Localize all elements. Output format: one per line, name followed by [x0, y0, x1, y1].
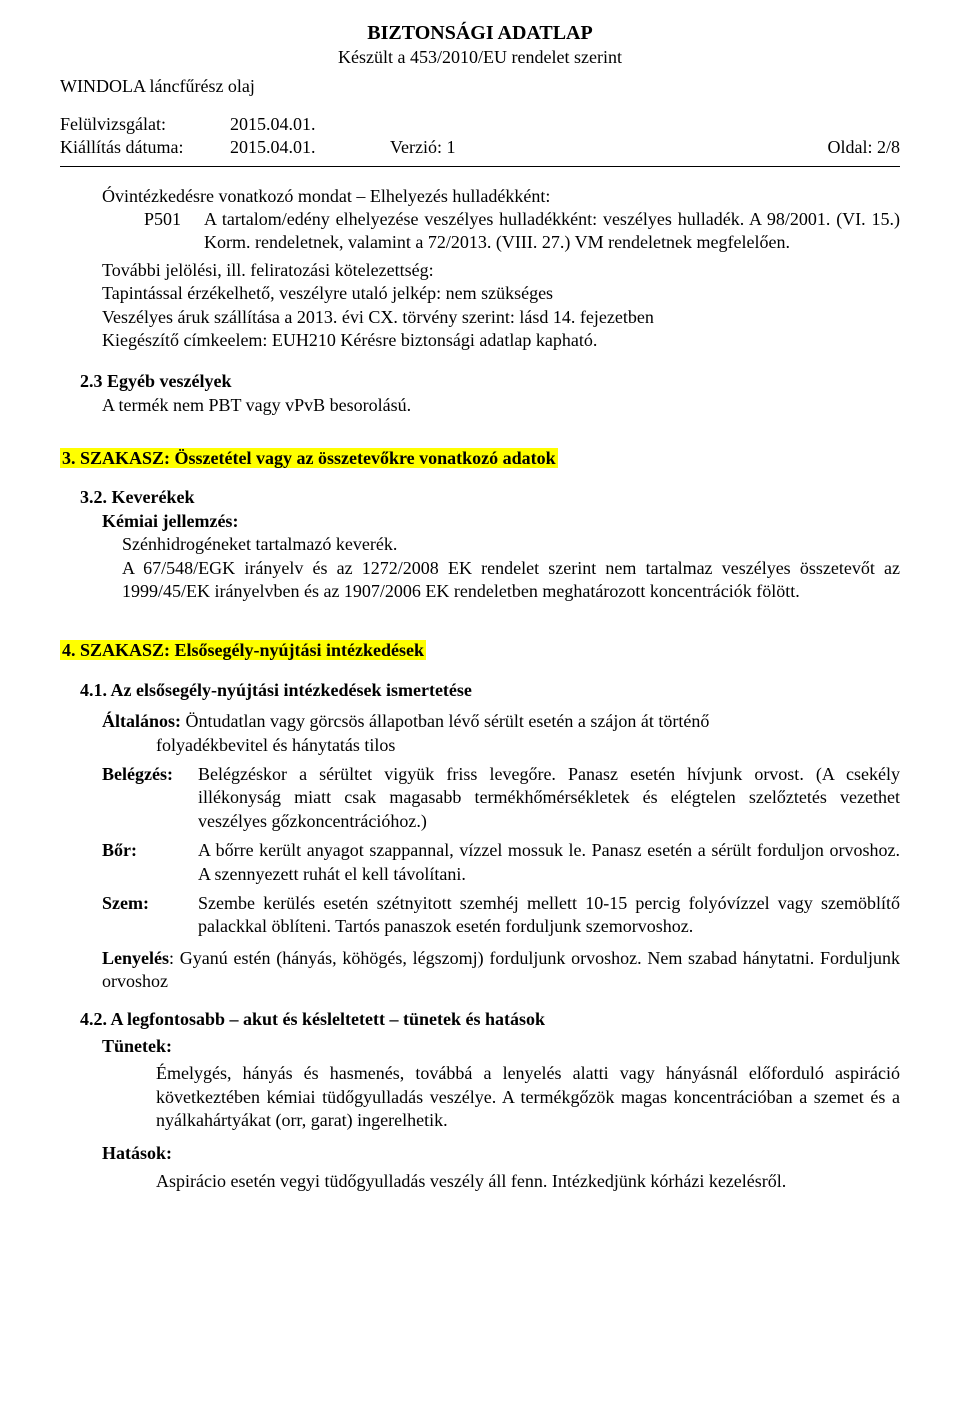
p501-text: A tartalom/edény elhelyezése veszélyes h…: [204, 208, 900, 255]
inhale-label: Belégzés:: [102, 763, 198, 833]
product-name: WINDOLA láncfűrész olaj: [60, 75, 900, 98]
meta-block: Felülvizsgálat: 2015.04.01. Kiállítás dá…: [60, 113, 900, 160]
inhale-text: Belégzéskor a sérültet vigyük friss leve…: [198, 763, 900, 833]
chem-label: Kémiai jellemzés:: [102, 510, 900, 533]
page-number: Oldal: 2/8: [828, 136, 901, 159]
sec-4-1-heading: 4.1. Az elsősegély-nyújtási intézkedések…: [80, 679, 900, 702]
chem-1: Szénhidrogéneket tartalmazó keverék.: [122, 533, 900, 556]
p501-code: P501: [144, 208, 204, 255]
sec-4-2-heading: 4.2. A legfontosabb – akut és késleltete…: [80, 1008, 900, 1031]
issue-label: Kiállítás dátuma:: [60, 136, 230, 159]
sec-3-heading: 3. SZAKASZ: Összetétel vagy az összetevő…: [60, 448, 558, 468]
effects-label: Hatások:: [102, 1142, 900, 1165]
review-date: 2015.04.01.: [230, 113, 390, 136]
version: Verzió: 1: [390, 136, 640, 159]
review-label: Felülvizsgálat:: [60, 113, 230, 136]
effects-text: Aspirácio esetén vegyi tüdőgyulladás ves…: [156, 1170, 900, 1193]
header-rule: [60, 166, 900, 167]
symptoms-label: Tünetek:: [102, 1035, 900, 1058]
general-text-cont: folyadékbevitel és hánytatás tilos: [156, 734, 900, 757]
further-label: További jelölési, ill. feliratozási köte…: [102, 259, 900, 282]
general-label: Általános:: [102, 711, 181, 731]
swallow-text: : Gyanú estén (hányás, köhögés, légszomj…: [102, 948, 900, 991]
sec-2-3-text: A termék nem PBT vagy vPvB besorolású.: [102, 394, 900, 417]
chem-2: A 67/548/EGK irányelv és az 1272/2008 EK…: [122, 557, 900, 604]
eye-text: Szembe kerülés esetén szétnyitott szemhé…: [198, 892, 900, 939]
skin-text: A bőrre került anyagot szappannal, vízze…: [198, 839, 900, 886]
sec-4-heading: 4. SZAKASZ: Elsősegély-nyújtási intézked…: [60, 640, 426, 660]
general-text: Öntudatlan vagy görcsös állapotban lévő …: [186, 711, 710, 731]
eye-label: Szem:: [102, 892, 198, 939]
sec-3-2-heading: 3.2. Keverékek: [80, 486, 900, 509]
issue-date: 2015.04.01.: [230, 136, 390, 159]
further-2: Veszélyes áruk szállítása a 2013. évi CX…: [102, 306, 900, 329]
swallow-label: Lenyelés: [102, 948, 169, 968]
skin-label: Bőr:: [102, 839, 198, 886]
further-1: Tapintással érzékelhető, veszélyre utaló…: [102, 282, 900, 305]
sec-2-3-heading: 2.3 Egyéb veszélyek: [80, 370, 900, 393]
precaution-intro: Óvintézkedésre vonatkozó mondat – Elhely…: [102, 185, 900, 208]
further-3: Kiegészítő címkeelem: EUH210 Kérésre biz…: [102, 329, 900, 352]
symptoms-text: Émelygés, hányás és hasmenés, továbbá a …: [156, 1062, 900, 1132]
doc-subtitle: Készült a 453/2010/EU rendelet szerint: [60, 46, 900, 69]
doc-title: BIZTONSÁGI ADATLAP: [60, 20, 900, 46]
